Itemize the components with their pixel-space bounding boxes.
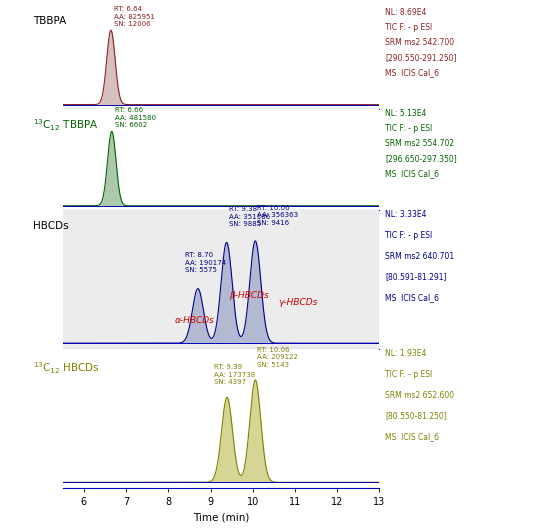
Text: MS  ICIS Cal_6: MS ICIS Cal_6 [385, 169, 439, 178]
Text: [80.591-81.291]: [80.591-81.291] [385, 272, 447, 281]
Text: [80.550-81.250]: [80.550-81.250] [385, 411, 447, 420]
Text: [290.550-291.250]: [290.550-291.250] [385, 53, 456, 62]
Text: NL: 1.93E4: NL: 1.93E4 [385, 350, 426, 359]
Text: [296.650-297.350]: [296.650-297.350] [385, 154, 456, 163]
Text: RT: 6.64
AA: 825951
SN: 12006: RT: 6.64 AA: 825951 SN: 12006 [114, 6, 155, 27]
Text: RT: 9.38
AA: 351186
SN: 9885: RT: 9.38 AA: 351186 SN: 9885 [229, 206, 270, 227]
Text: NL: 8.69E4: NL: 8.69E4 [385, 8, 426, 17]
Text: TIC F: - p ESI: TIC F: - p ESI [385, 23, 432, 32]
Text: MS  ICIS Cal_6: MS ICIS Cal_6 [385, 432, 439, 441]
X-axis label: Time (min): Time (min) [193, 513, 250, 523]
Text: γ-HBCDs: γ-HBCDs [278, 298, 318, 307]
Text: α-HBCDs: α-HBCDs [175, 316, 215, 325]
Text: NL: 5.13E4: NL: 5.13E4 [385, 109, 426, 118]
Text: RT: 8.70
AA: 190174
SN: 5575: RT: 8.70 AA: 190174 SN: 5575 [185, 252, 227, 274]
Text: β-HBCDs: β-HBCDs [229, 291, 269, 300]
Text: $^{13}$C$_{12}$ HBCDs: $^{13}$C$_{12}$ HBCDs [33, 361, 100, 376]
Text: TIC F: - p ESI: TIC F: - p ESI [385, 124, 432, 133]
Text: RT: 10.06
AA: 356363
SN: 9416: RT: 10.06 AA: 356363 SN: 9416 [258, 204, 299, 225]
Text: $^{13}$C$_{12}$ TBBPA: $^{13}$C$_{12}$ TBBPA [33, 117, 98, 133]
Text: TIC F: - p ESI: TIC F: - p ESI [385, 370, 432, 379]
Text: TIC F: - p ESI: TIC F: - p ESI [385, 231, 432, 240]
Text: HBCDs: HBCDs [33, 221, 68, 231]
Text: TBBPA: TBBPA [33, 16, 66, 26]
Text: RT: 6.66
AA: 481580
SN: 6602: RT: 6.66 AA: 481580 SN: 6602 [115, 107, 156, 128]
Text: RT: 9.39
AA: 173738
SN: 4397: RT: 9.39 AA: 173738 SN: 4397 [215, 364, 256, 385]
Text: MS  ICIS Cal_6: MS ICIS Cal_6 [385, 293, 439, 302]
Text: SRM ms2 640.701: SRM ms2 640.701 [385, 252, 454, 261]
Text: SRM ms2 542.700: SRM ms2 542.700 [385, 38, 454, 47]
Text: MS  ICIS Cal_6: MS ICIS Cal_6 [385, 68, 439, 77]
Text: SRM ms2 554.702: SRM ms2 554.702 [385, 139, 454, 148]
Text: RT: 10.06
AA: 209122
SN: 5143: RT: 10.06 AA: 209122 SN: 5143 [258, 347, 298, 367]
Text: SRM ms2 652.600: SRM ms2 652.600 [385, 391, 454, 400]
Text: NL: 3.33E4: NL: 3.33E4 [385, 210, 426, 219]
